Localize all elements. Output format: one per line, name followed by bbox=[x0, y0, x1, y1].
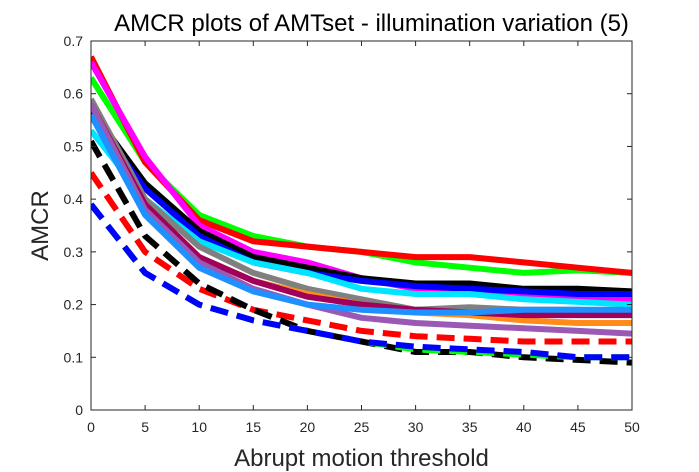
y-tick-label: 0.6 bbox=[64, 86, 84, 102]
x-tick-label: 20 bbox=[300, 419, 316, 435]
series-line-15 bbox=[91, 202, 632, 361]
x-tick-label: 30 bbox=[408, 419, 424, 435]
series-line-13 bbox=[91, 139, 632, 366]
x-axis-label: Abrupt motion threshold bbox=[234, 445, 489, 472]
y-tick-label: 0.5 bbox=[64, 138, 84, 154]
y-tick-label: 0.1 bbox=[64, 349, 84, 365]
y-tick-label: 0.3 bbox=[64, 244, 84, 260]
series-line-9 bbox=[91, 102, 632, 319]
x-tick-label: 15 bbox=[246, 419, 262, 435]
y-tick-label: 0.7 bbox=[64, 33, 84, 49]
y-tick-label: 0.2 bbox=[64, 297, 84, 313]
y-tick-label: 0 bbox=[75, 402, 83, 418]
x-tick-label: 45 bbox=[570, 419, 586, 435]
x-tick-label: 25 bbox=[354, 419, 370, 435]
series-layer bbox=[91, 55, 632, 366]
y-tick-label: 0.4 bbox=[64, 191, 84, 207]
x-tick-label: 40 bbox=[516, 419, 532, 435]
x-tick-label: 5 bbox=[141, 419, 149, 435]
x-tick-label: 10 bbox=[191, 419, 207, 435]
x-tick-label: 35 bbox=[462, 419, 478, 435]
ticks-layer: 0 5 10 15 20 25 30 35 40 45 50 0 0.1 0.2 0.3 0.4 0.5 0.6 0… bbox=[64, 33, 640, 435]
series-line-10 bbox=[91, 102, 632, 337]
x-tick-label: 50 bbox=[624, 419, 640, 435]
series-line-12 bbox=[91, 171, 632, 345]
y-axis-label: AMCR bbox=[27, 190, 54, 261]
series-line-11 bbox=[91, 113, 632, 316]
series-line-5 bbox=[91, 113, 632, 297]
x-tick-label: 0 bbox=[87, 419, 95, 435]
chart-title: AMCR plots of AMTset - illumination vari… bbox=[114, 10, 629, 37]
